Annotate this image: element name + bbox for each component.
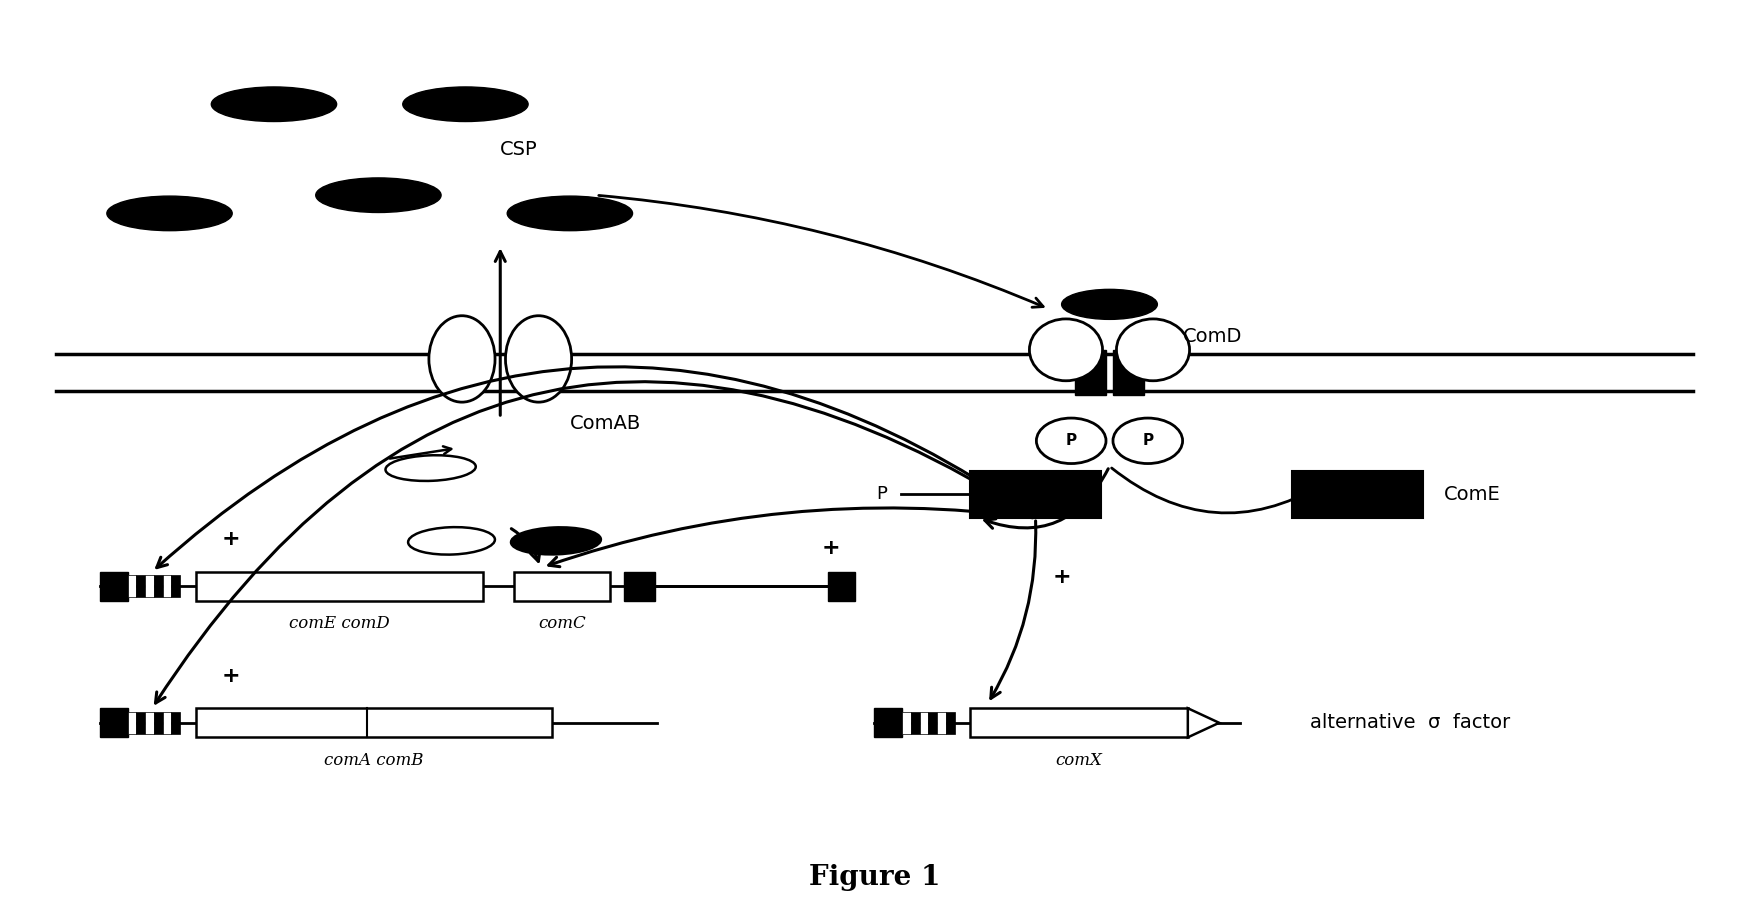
Ellipse shape [1112,418,1182,464]
Ellipse shape [385,455,475,481]
Text: CSP: CSP [500,140,538,159]
Bar [937,711,946,733]
Ellipse shape [1030,319,1101,381]
Bar [145,576,154,598]
Bar [911,711,919,733]
Bar [136,711,145,733]
Bar [154,576,163,598]
Bar [970,471,1099,518]
Text: P: P [1065,433,1077,448]
Bar [827,572,855,601]
Ellipse shape [1115,319,1189,381]
Polygon shape [1187,709,1218,737]
Bar [145,711,154,733]
Ellipse shape [507,196,633,230]
Bar [163,711,171,733]
Text: P: P [1141,433,1152,448]
Ellipse shape [428,316,495,402]
Bar [128,576,136,598]
Text: ComD: ComD [1182,327,1241,346]
Bar [874,709,902,737]
Text: Figure 1: Figure 1 [808,864,940,891]
Bar [136,576,145,598]
Bar [514,572,610,601]
Bar [1292,471,1421,518]
Text: +: + [1052,567,1070,588]
Ellipse shape [107,196,232,230]
Bar [128,711,136,733]
Text: ComAB: ComAB [570,413,642,432]
Text: comE comD: comE comD [288,615,390,633]
Bar [171,711,180,733]
Bar [970,709,1187,737]
Text: P: P [876,486,886,503]
Text: +: + [822,538,839,558]
Text: ComE: ComE [1442,485,1500,504]
Ellipse shape [510,527,601,554]
Bar [171,576,180,598]
Text: +: + [220,529,239,549]
Bar [196,709,552,737]
Ellipse shape [407,527,495,554]
Ellipse shape [1037,418,1105,464]
Bar [196,572,482,601]
Text: +: + [220,666,239,686]
Text: comX: comX [1056,752,1101,769]
Bar [1112,350,1143,396]
Bar [928,711,937,733]
Bar [919,711,928,733]
Bar [624,572,656,601]
Bar [946,711,954,733]
Text: comC: comC [538,615,586,633]
Ellipse shape [212,87,336,121]
Ellipse shape [402,87,528,121]
Ellipse shape [1061,289,1157,319]
Bar [902,711,911,733]
Bar [154,711,163,733]
Bar [163,576,171,598]
Bar [1073,350,1105,396]
Bar [100,572,128,601]
Ellipse shape [316,178,440,212]
Text: comA comB: comA comB [323,752,423,769]
Ellipse shape [505,316,572,402]
Bar [100,709,128,737]
Text: alternative  σ  factor: alternative σ factor [1309,713,1509,733]
